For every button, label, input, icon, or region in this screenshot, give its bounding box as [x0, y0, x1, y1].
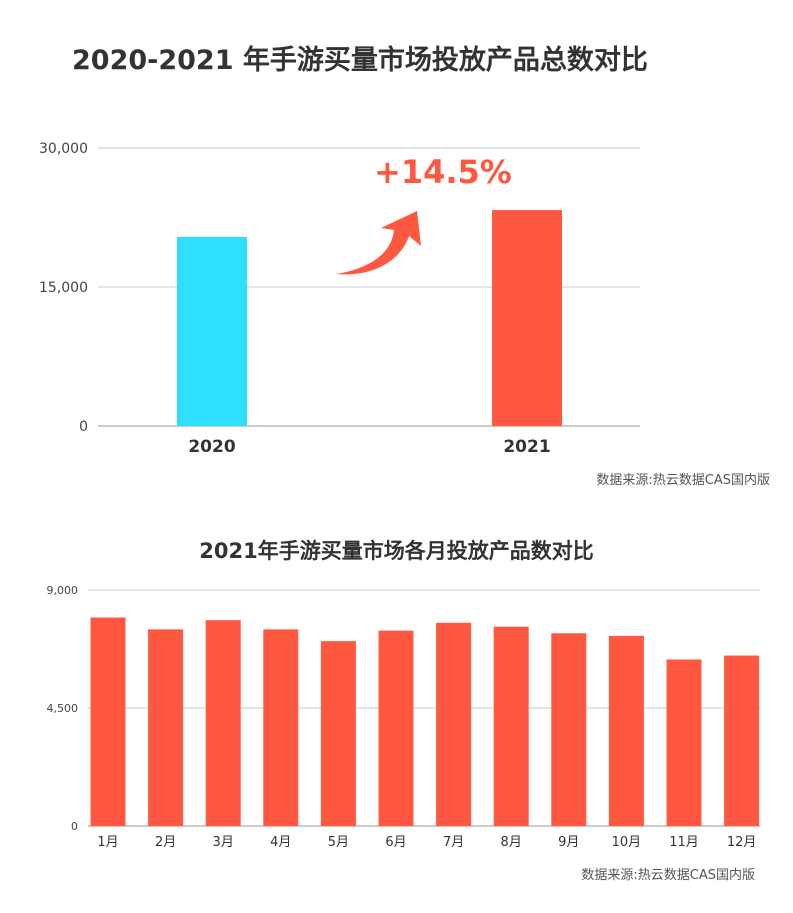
- chart2-bar-3月: [205, 620, 241, 826]
- chart2-bar-2月: [148, 629, 184, 826]
- chart1-bar-2020: [177, 236, 247, 426]
- chart2-title: 2021年手游买量市场各月投放产品数对比: [199, 539, 594, 563]
- chart1-bar-2021: [492, 210, 562, 426]
- chart2-x-tick-label: 1月: [97, 835, 118, 850]
- chart1-y-tick-label: 15,000: [39, 280, 88, 296]
- chart1-x-tick-label: 2021: [503, 437, 550, 457]
- chart2-source-note: 数据来源:热云数据CAS国内版: [581, 868, 755, 883]
- chart2-x-tick-label: 4月: [270, 835, 291, 850]
- chart1-growth-annotation: +14.5%: [374, 153, 512, 191]
- chart2-bar-1月: [90, 617, 126, 826]
- chart2-x-tick-label: 10月: [612, 835, 642, 850]
- chart2-x-tick-label: 8月: [501, 835, 522, 850]
- chart1-plot: 0 15,000 30,000 2020 2021 +14.5%: [39, 141, 640, 457]
- chart2-x-tick-label: 5月: [328, 835, 349, 850]
- chart2-bar-7月: [436, 622, 472, 826]
- chart2-bar-12月: [724, 655, 760, 826]
- chart1-x-tick-label: 2020: [188, 437, 235, 457]
- chart2-y-tick-label: 4,500: [47, 702, 79, 715]
- chart1-y-tick-label: 0: [79, 419, 88, 435]
- chart2-x-tick-label: 2月: [155, 835, 176, 850]
- chart2-bar-9月: [551, 633, 587, 826]
- chart2-x-tick-label: 11月: [669, 835, 699, 850]
- chart2-x-tick-label: 9月: [558, 835, 579, 850]
- chart2-bar-4月: [263, 629, 299, 826]
- chart2-bar-11月: [666, 659, 702, 826]
- chart2-x-tick-label: 6月: [385, 835, 406, 850]
- chart2-x-tick-label: 7月: [443, 835, 464, 850]
- chart2-bar-6月: [378, 630, 414, 826]
- chart2-x-tick-label: 12月: [727, 835, 757, 850]
- chart2-y-tick-label: 0: [71, 820, 78, 833]
- chart1-y-tick-label: 30,000: [39, 141, 88, 157]
- chart2-bar-10月: [608, 635, 644, 826]
- chart2-bar-5月: [320, 641, 356, 826]
- chart1-title: 2020-2021 年手游买量市场投放产品总数对比: [72, 45, 648, 76]
- chart2-bar-8月: [493, 626, 529, 826]
- chart2-y-tick-label: 9,000: [47, 584, 79, 597]
- chart1-source-note: 数据来源:热云数据CAS国内版: [596, 473, 770, 488]
- chart2-x-tick-label: 3月: [213, 835, 234, 850]
- growth-arrow-icon: [336, 211, 421, 275]
